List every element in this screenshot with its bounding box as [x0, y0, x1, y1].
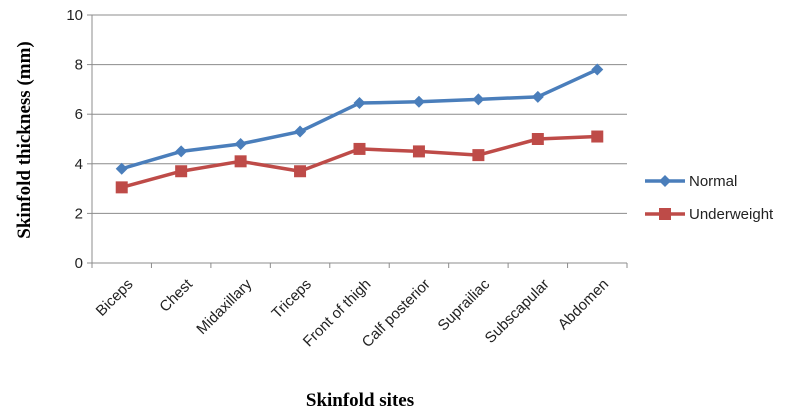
y-tick-label: 0: [75, 255, 83, 272]
x-category-label: Suprailiac: [435, 275, 494, 334]
y-tick-label: 8: [75, 57, 83, 74]
legend-label-normal: Normal: [689, 173, 737, 190]
axes: [87, 14, 628, 268]
data-point-underweight: [591, 130, 604, 143]
legend-marker-normal: [659, 175, 671, 187]
data-point-underweight: [294, 165, 307, 178]
data-point-underweight: [175, 165, 188, 178]
x-category-label: Subscapular: [482, 276, 553, 347]
data-point-normal: [591, 63, 604, 76]
legend-marker-underweight: [659, 208, 671, 220]
series-group: [115, 63, 604, 194]
legend: Normal Underweight: [645, 173, 774, 223]
data-point-normal: [294, 125, 307, 138]
y-tick-label: 6: [75, 106, 83, 123]
data-point-underweight: [412, 145, 425, 158]
x-category-label: Midaxillary: [193, 275, 255, 337]
x-category-label: Chest: [156, 275, 196, 315]
legend-label-underweight: Underweight: [689, 206, 774, 223]
gridlines: [92, 14, 627, 214]
data-point-underweight: [234, 155, 247, 168]
y-tick-labels: 0 2 4 6 8 10: [66, 7, 83, 272]
data-point-normal: [115, 162, 128, 175]
data-point-underweight: [531, 133, 544, 145]
data-point-normal: [353, 97, 366, 110]
data-point-underweight: [115, 181, 128, 194]
x-category-label: Abdomen: [555, 276, 612, 333]
data-point-normal: [472, 93, 485, 106]
data-point-normal: [175, 145, 188, 158]
data-point-normal: [234, 137, 247, 150]
y-axis-label: Skinfold thickness (mm): [14, 41, 35, 238]
y-tick-label: 10: [66, 7, 83, 24]
data-point-normal: [412, 95, 425, 108]
x-category-label: Biceps: [93, 276, 137, 320]
data-point-underweight: [353, 142, 366, 155]
data-point-normal: [531, 90, 544, 103]
data-point-underweight: [472, 149, 485, 162]
y-tick-label: 2: [75, 205, 83, 222]
x-category-label: Triceps: [268, 276, 314, 322]
y-tick-label: 4: [75, 156, 83, 173]
x-axis-label: Skinfold sites: [306, 390, 414, 411]
